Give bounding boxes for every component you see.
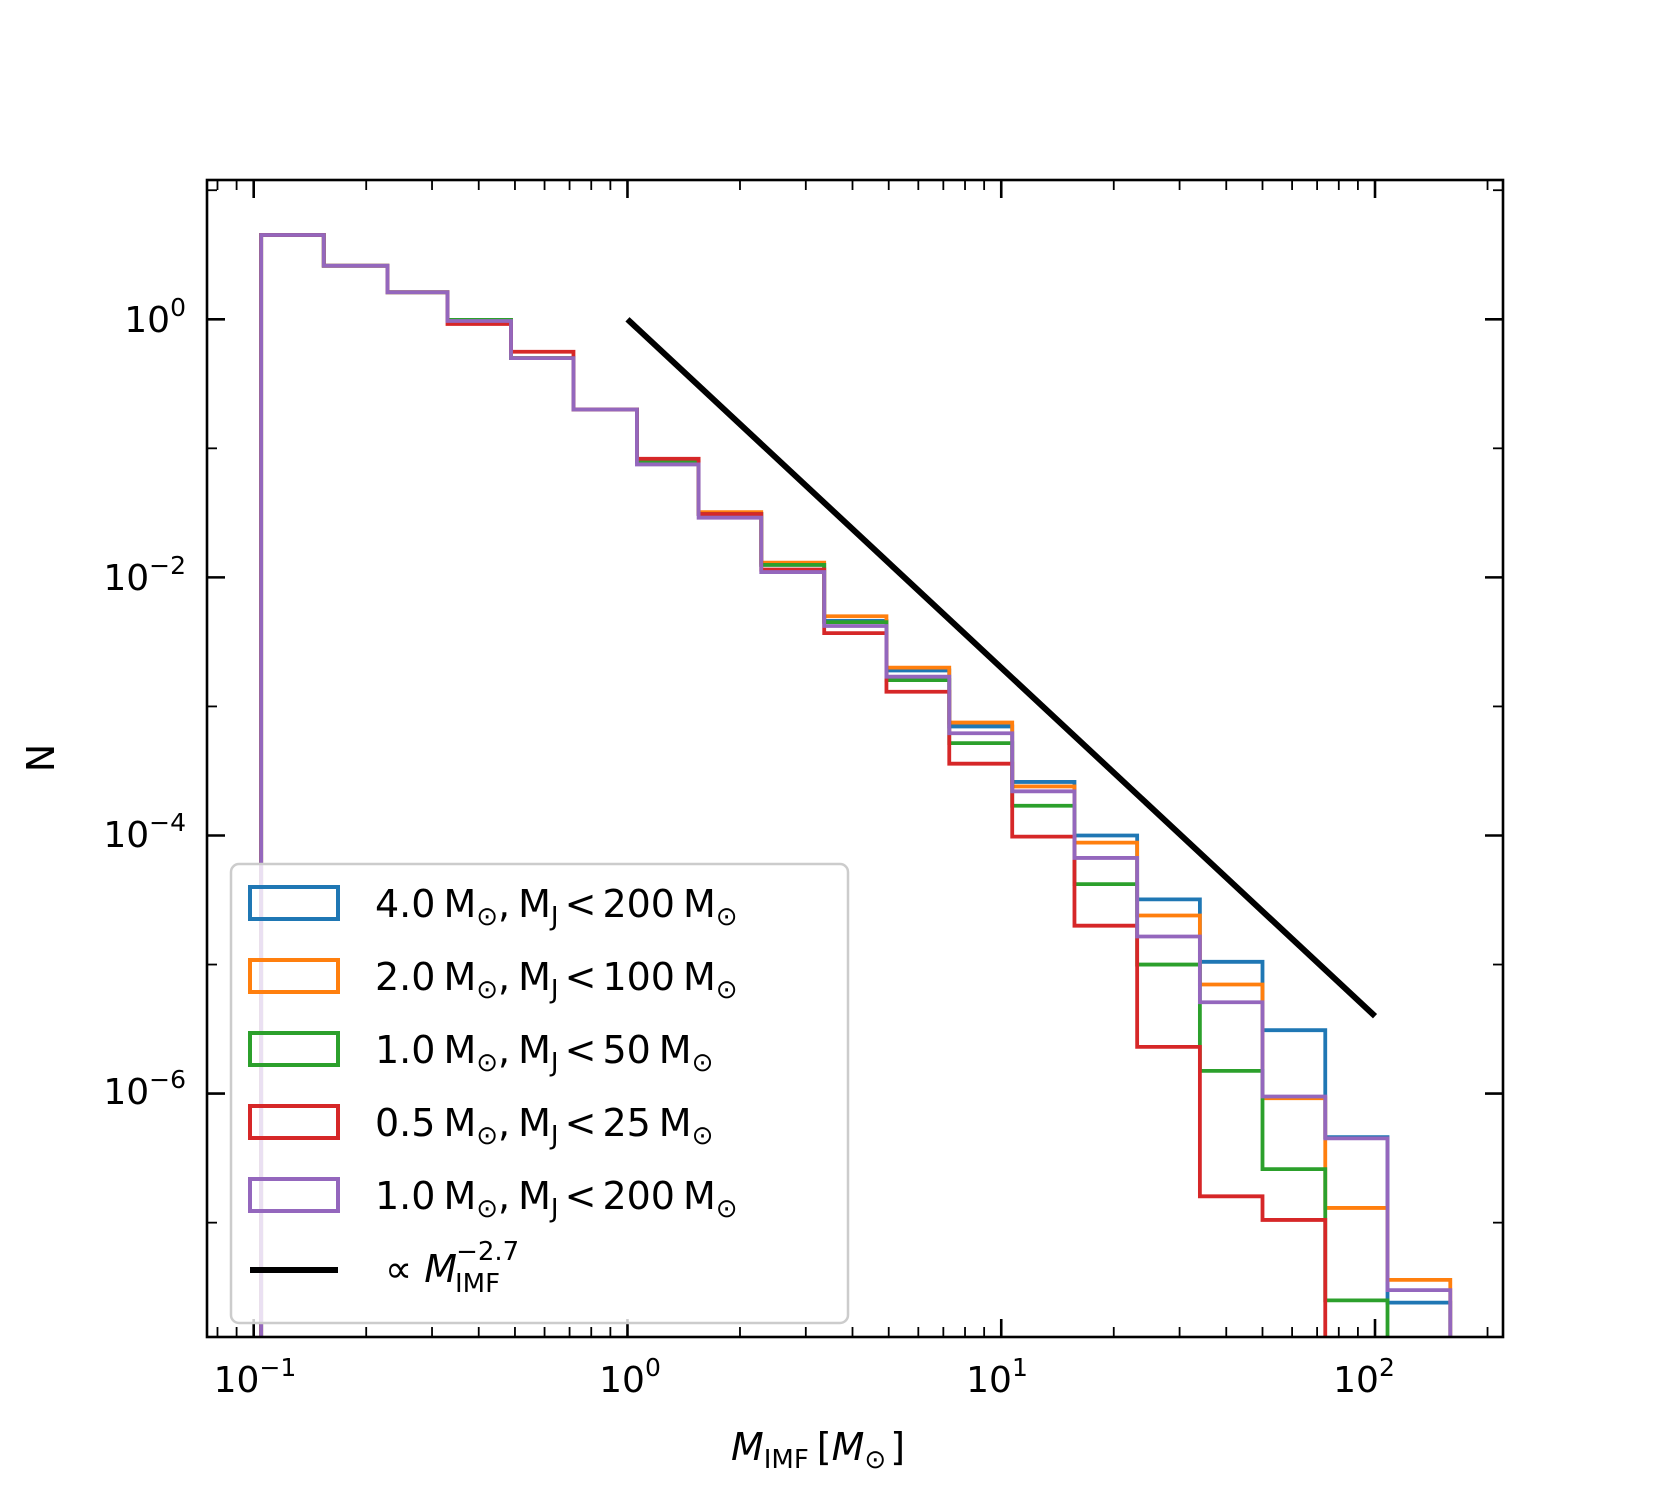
x-axis-label: MIMF [M⊙] xyxy=(731,1425,905,1475)
legend-swatch-4 xyxy=(248,1177,340,1213)
x-tick-label-2: 101 xyxy=(966,1353,1028,1401)
x-tick-label-0: 10−1 xyxy=(214,1353,297,1401)
x-tick-labels: 10−1 100 101 102 xyxy=(214,1353,1395,1401)
legend: 4.0 M⊙, MJ <200 M⊙ 2.0 M⊙, MJ <100 M⊙ 1.0 M⊙, MJ <5… xyxy=(229,862,850,1325)
axes-frame xyxy=(205,178,1505,1339)
legend-reference-label: ∝ MIMF−2.7 xyxy=(385,1237,519,1299)
legend-swatch-1 xyxy=(248,958,340,994)
legend-swatch-3 xyxy=(248,1104,340,1140)
legend-label-2: 1.0 M⊙, MJ <50 M⊙ xyxy=(375,1028,713,1078)
reference-power-law-line xyxy=(625,317,1378,1019)
y-tick-label-0: 100 xyxy=(124,293,186,341)
legend-swatch-2 xyxy=(248,1031,340,1067)
y-axis-label: N xyxy=(19,744,63,772)
series-layer xyxy=(259,233,1453,1337)
y-tick-label-3: 10−6 xyxy=(103,1065,186,1113)
y-tick-label-2: 10−4 xyxy=(103,808,186,856)
series-4-step-line xyxy=(259,233,1453,1337)
x-tick-label-1: 100 xyxy=(599,1353,661,1401)
y-tick-labels: 100 10−2 10−4 10−6 xyxy=(103,293,186,1113)
legend-label-3: 0.5 M⊙, MJ <25 M⊙ xyxy=(375,1101,713,1151)
legend-swatch-0 xyxy=(248,885,340,921)
legend-label-4: 1.0 M⊙, MJ <200 M⊙ xyxy=(375,1174,738,1224)
legend-label-0: 4.0 M⊙, MJ <200 M⊙ xyxy=(375,882,738,932)
legend-frame xyxy=(229,862,850,1325)
y-tick-label-1: 10−2 xyxy=(103,551,186,599)
x-tick-label-3: 102 xyxy=(1333,1353,1395,1401)
legend-label-1: 2.0 M⊙, MJ <100 M⊙ xyxy=(375,955,738,1005)
